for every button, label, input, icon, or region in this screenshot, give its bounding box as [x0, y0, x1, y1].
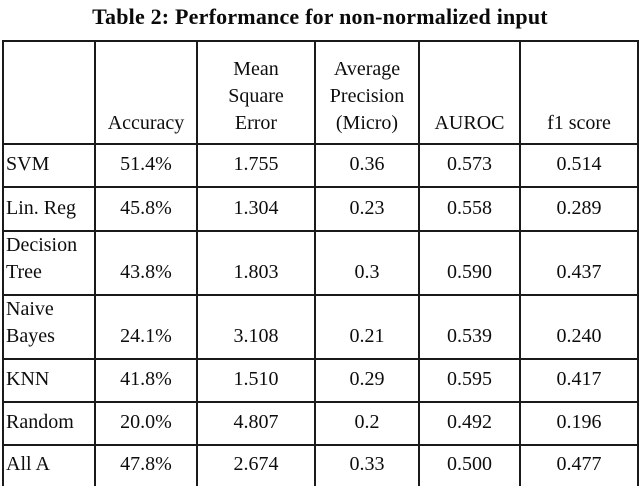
cell-naive-bayes-mse: 3.108 [196, 294, 316, 360]
table-row-decision-tree: Decision Tree 43.8% 1.803 0.3 0.590 0.43… [2, 230, 639, 296]
cell-knn-accuracy: 41.8% [94, 358, 198, 403]
cell-decision-tree-avg-precision: 0.3 [314, 230, 420, 296]
cell-decision-tree-mse: 1.803 [196, 230, 316, 296]
cell-all-a-accuracy: 47.8% [94, 444, 198, 486]
cell-lin-reg-mse: 1.304 [196, 186, 316, 232]
row-label-decision-tree: Decision Tree [2, 230, 96, 296]
table-row-lin-reg: Lin. Reg 45.8% 1.304 0.23 0.558 0.289 [2, 186, 639, 232]
cell-knn-mse: 1.510 [196, 358, 316, 403]
row-label-knn: KNN [2, 358, 96, 403]
cell-lin-reg-accuracy: 45.8% [94, 186, 198, 232]
cell-svm-auroc: 0.573 [418, 143, 521, 188]
cell-decision-tree-auroc: 0.590 [418, 230, 521, 296]
cell-random-f1: 0.196 [519, 401, 639, 446]
cell-random-auroc: 0.492 [418, 401, 521, 446]
cell-lin-reg-auroc: 0.558 [418, 186, 521, 232]
cell-naive-bayes-accuracy: 24.1% [94, 294, 198, 360]
cell-naive-bayes-auroc: 0.539 [418, 294, 521, 360]
table-row-all-a: All A 47.8% 2.674 0.33 0.500 0.477 [2, 444, 639, 486]
cell-svm-accuracy: 51.4% [94, 143, 198, 188]
cell-all-a-avg-precision: 0.33 [314, 444, 420, 486]
cell-lin-reg-f1: 0.289 [519, 186, 639, 232]
table-caption: Table 2: Performance for non-normalized … [92, 4, 548, 29]
col-header-f1-score: f1 score [519, 40, 639, 145]
col-header-empty [2, 40, 96, 145]
row-label-all-a: All A [2, 444, 96, 486]
cell-lin-reg-avg-precision: 0.23 [314, 186, 420, 232]
header-row: Accuracy Mean Square Error Average Preci… [2, 40, 639, 145]
col-header-accuracy: Accuracy [94, 40, 198, 145]
table-row-naive-bayes: Naive Bayes 24.1% 3.108 0.21 0.539 0.240 [2, 294, 639, 360]
cell-decision-tree-accuracy: 43.8% [94, 230, 198, 296]
cell-all-a-f1: 0.477 [519, 444, 639, 486]
cell-random-mse: 4.807 [196, 401, 316, 446]
performance-table: Accuracy Mean Square Error Average Preci… [2, 40, 639, 486]
col-header-auroc: AUROC [418, 40, 521, 145]
cell-knn-auroc: 0.595 [418, 358, 521, 403]
row-label-naive-bayes: Naive Bayes [2, 294, 96, 360]
row-label-svm: SVM [2, 143, 96, 188]
cell-naive-bayes-avg-precision: 0.21 [314, 294, 420, 360]
cell-naive-bayes-f1: 0.240 [519, 294, 639, 360]
col-header-average-precision-micro: Average Precision (Micro) [314, 40, 420, 145]
col-header-mean-square-error: Mean Square Error [196, 40, 316, 145]
cell-decision-tree-f1: 0.437 [519, 230, 639, 296]
cell-svm-mse: 1.755 [196, 143, 316, 188]
cell-random-avg-precision: 0.2 [314, 401, 420, 446]
cell-all-a-mse: 2.674 [196, 444, 316, 486]
row-label-random: Random [2, 401, 96, 446]
row-label-lin-reg: Lin. Reg [2, 186, 96, 232]
table-row-random: Random 20.0% 4.807 0.2 0.492 0.196 [2, 401, 639, 446]
cell-knn-f1: 0.417 [519, 358, 639, 403]
cell-random-accuracy: 20.0% [94, 401, 198, 446]
cell-all-a-auroc: 0.500 [418, 444, 521, 486]
cell-knn-avg-precision: 0.29 [314, 358, 420, 403]
cell-svm-avg-precision: 0.36 [314, 143, 420, 188]
table-row-knn: KNN 41.8% 1.510 0.29 0.595 0.417 [2, 358, 639, 403]
cell-svm-f1: 0.514 [519, 143, 639, 188]
table-row-svm: SVM 51.4% 1.755 0.36 0.573 0.514 [2, 143, 639, 188]
